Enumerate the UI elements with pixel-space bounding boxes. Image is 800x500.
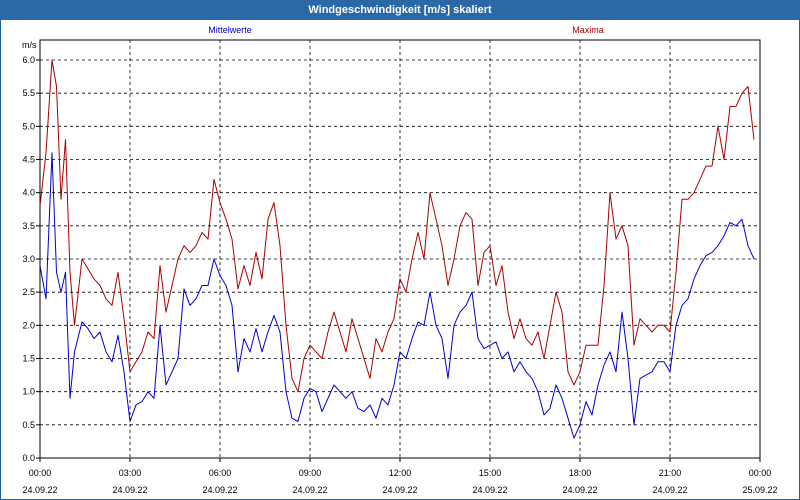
y-tick-label: 2.0 <box>22 320 35 330</box>
y-tick-label: 1.0 <box>22 387 35 397</box>
series-lines <box>39 59 755 439</box>
x-tick-date: 24.09.22 <box>112 485 147 495</box>
x-tick-date: 24.09.22 <box>652 485 687 495</box>
x-tick-date: 24.09.22 <box>292 485 327 495</box>
legend-mittelwerte: Mittelwerte <box>208 25 252 35</box>
x-tick-date: 24.09.22 <box>202 485 237 495</box>
y-tick-label: 2.5 <box>22 287 35 297</box>
x-tick-time: 09:00 <box>299 468 322 478</box>
y-tick-label: 0.0 <box>22 453 35 463</box>
x-tick-date: 24.09.22 <box>22 485 57 495</box>
series-line-mittelwerte <box>39 152 755 439</box>
y-axis-label: m/s <box>22 40 37 50</box>
x-tick-time: 12:00 <box>389 468 412 478</box>
x-tick-time: 06:00 <box>209 468 232 478</box>
x-tick-time: 00:00 <box>29 468 52 478</box>
y-tick-label: 6.0 <box>22 55 35 65</box>
x-axis-ticks: 00:00 24.09.22 03:00 24.09.22 06:00 24.09.22 0… <box>22 458 778 495</box>
legend-maxima: Maxima <box>572 25 604 35</box>
x-tick-date: 24.09.22 <box>382 485 417 495</box>
x-tick-date: 24.09.22 <box>562 485 597 495</box>
x-tick-time: 18:00 <box>569 468 592 478</box>
y-tick-label: 4.5 <box>22 155 35 165</box>
x-tick-time: 03:00 <box>119 468 142 478</box>
y-tick-label: 5.0 <box>22 121 35 131</box>
chart-title: Windgeschwindigkeit [m/s] skaliert <box>0 0 800 20</box>
x-tick-date: 25.09.22 <box>742 485 777 495</box>
y-tick-label: 5.5 <box>22 88 35 98</box>
x-tick-time: 15:00 <box>479 468 502 478</box>
y-tick-label: 3.0 <box>22 254 35 264</box>
y-axis-ticks: 0.0 0.5 1.0 1.5 2.0 2.5 3.0 3.5 4.0 4.5 5.0 5.5 6.0 <box>22 55 40 463</box>
series-line-maxima <box>39 59 755 393</box>
x-tick-time: 21:00 <box>659 468 682 478</box>
grid-lines <box>40 40 760 458</box>
y-tick-label: 4.0 <box>22 188 35 198</box>
x-tick-date: 24.09.22 <box>472 485 507 495</box>
y-tick-label: 0.5 <box>22 420 35 430</box>
y-tick-label: 1.5 <box>22 354 35 364</box>
x-tick-time: 00:00 <box>749 468 772 478</box>
y-tick-label: 3.5 <box>22 221 35 231</box>
